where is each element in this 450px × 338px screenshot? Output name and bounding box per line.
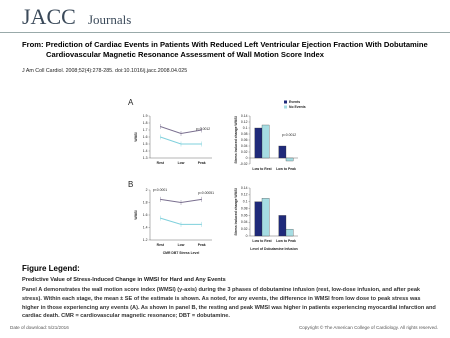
x-tick-label: Low (178, 243, 185, 247)
y-tick-label: 1.9 (143, 114, 148, 118)
brand: Journals (88, 12, 132, 27)
y-tick-label: 0.08 (241, 132, 248, 136)
figure-bg (118, 92, 308, 262)
legend-body: Panel A demonstrates the wall motion sco… (22, 287, 436, 320)
copyright: Copyright © The American College of Card… (298, 325, 438, 330)
y-tick-label: 0.02 (241, 227, 248, 231)
y-tick-label: 0.14 (241, 186, 248, 190)
y-tick-label: 0 (246, 234, 248, 238)
y-tick-label: -0.02 (240, 162, 248, 166)
y-tick-label: 1.6 (143, 213, 148, 217)
x-tick-label: Rest (157, 243, 165, 247)
y-tick-label: 1.8 (143, 121, 148, 125)
bar (254, 127, 263, 159)
y-tick-label: 1.5 (143, 142, 148, 146)
y-tick-label: 0.06 (241, 213, 248, 217)
download-date: Date of download: 5/21/2016 (10, 325, 69, 330)
y-tick-label: 1.2 (143, 238, 148, 242)
legend-heading: Figure Legend: (22, 264, 80, 273)
legend-caption: Predictive Value of Stress-Induced Chang… (22, 277, 226, 283)
y-axis-label: WMSI (134, 210, 138, 219)
y-tick-label: 1.7 (143, 128, 148, 132)
title: From: Prediction of Cardiac Events in Pa… (22, 40, 428, 59)
x-axis-label: Level of Dobutamine Infusion (250, 247, 297, 251)
x-tick-label: Peak (198, 243, 206, 247)
citation: J Am Coll Cardiol. 2008;52(4):278-285. d… (22, 68, 188, 74)
y-tick-label: 0.1 (243, 126, 248, 130)
annotation: p=0.00051 (198, 191, 214, 195)
y-tick-label: 0.12 (241, 193, 248, 197)
y-tick-label: 1.4 (143, 149, 148, 153)
y-tick-label: 1.3 (143, 156, 148, 160)
bar (285, 157, 294, 162)
bar (254, 201, 263, 237)
legend-swatch (284, 100, 287, 104)
annotation: p=0.0012 (196, 127, 210, 131)
y-axis-label: Stress induced change WMSI (234, 116, 238, 163)
bar (261, 124, 270, 159)
y-tick-label: 0.1 (243, 200, 248, 204)
bar (261, 198, 270, 237)
bar (278, 215, 287, 237)
panel-label: B (128, 180, 133, 189)
y-axis-label: WMSI (134, 132, 138, 141)
y-tick-label: 0 (246, 156, 248, 160)
y-tick-label: 0.04 (241, 144, 248, 148)
y-tick-label: 0.08 (241, 206, 248, 210)
x-tick-label: Low (178, 161, 185, 165)
bar (278, 145, 287, 159)
bar (285, 228, 294, 237)
header-rule (0, 32, 450, 33)
logo: JACC (22, 4, 76, 29)
y-tick-label: 0.04 (241, 220, 248, 224)
figure: A B 1.3 1.4 1.5 1.6 1.7 1.8 1.9 Rest Low Peak WMSI… (118, 92, 308, 262)
legend-label: No Events (289, 105, 306, 109)
legend-label: Events (289, 100, 300, 104)
x-tick-label: Low to Peak (276, 239, 296, 243)
legend-swatch (284, 105, 287, 109)
y-tick-label: 2 (146, 188, 148, 192)
x-tick-label: Low to Rest (252, 239, 272, 243)
x-tick-label: Peak (198, 161, 206, 165)
y-tick-label: 1.8 (143, 200, 148, 204)
y-tick-label: 1.6 (143, 135, 148, 139)
annotation: p=0.0012 (282, 133, 296, 137)
x-tick-label: Rest (157, 161, 165, 165)
annotation: p<0.0001 (153, 188, 167, 192)
y-tick-label: 0.06 (241, 138, 248, 142)
y-tick-label: 0.02 (241, 150, 248, 154)
y-axis-label: Stress induced change WMSI (234, 188, 238, 235)
y-tick-label: 0.12 (241, 120, 248, 124)
x-tick-label: Low to Peak (276, 167, 296, 171)
y-tick-label: 1.4 (143, 225, 148, 229)
x-axis-label: CMR DBT Stress Level (163, 251, 200, 255)
y-tick-label: 0.14 (241, 114, 248, 118)
x-tick-label: Low to Rest (252, 167, 272, 171)
panel-label: A (128, 98, 134, 107)
